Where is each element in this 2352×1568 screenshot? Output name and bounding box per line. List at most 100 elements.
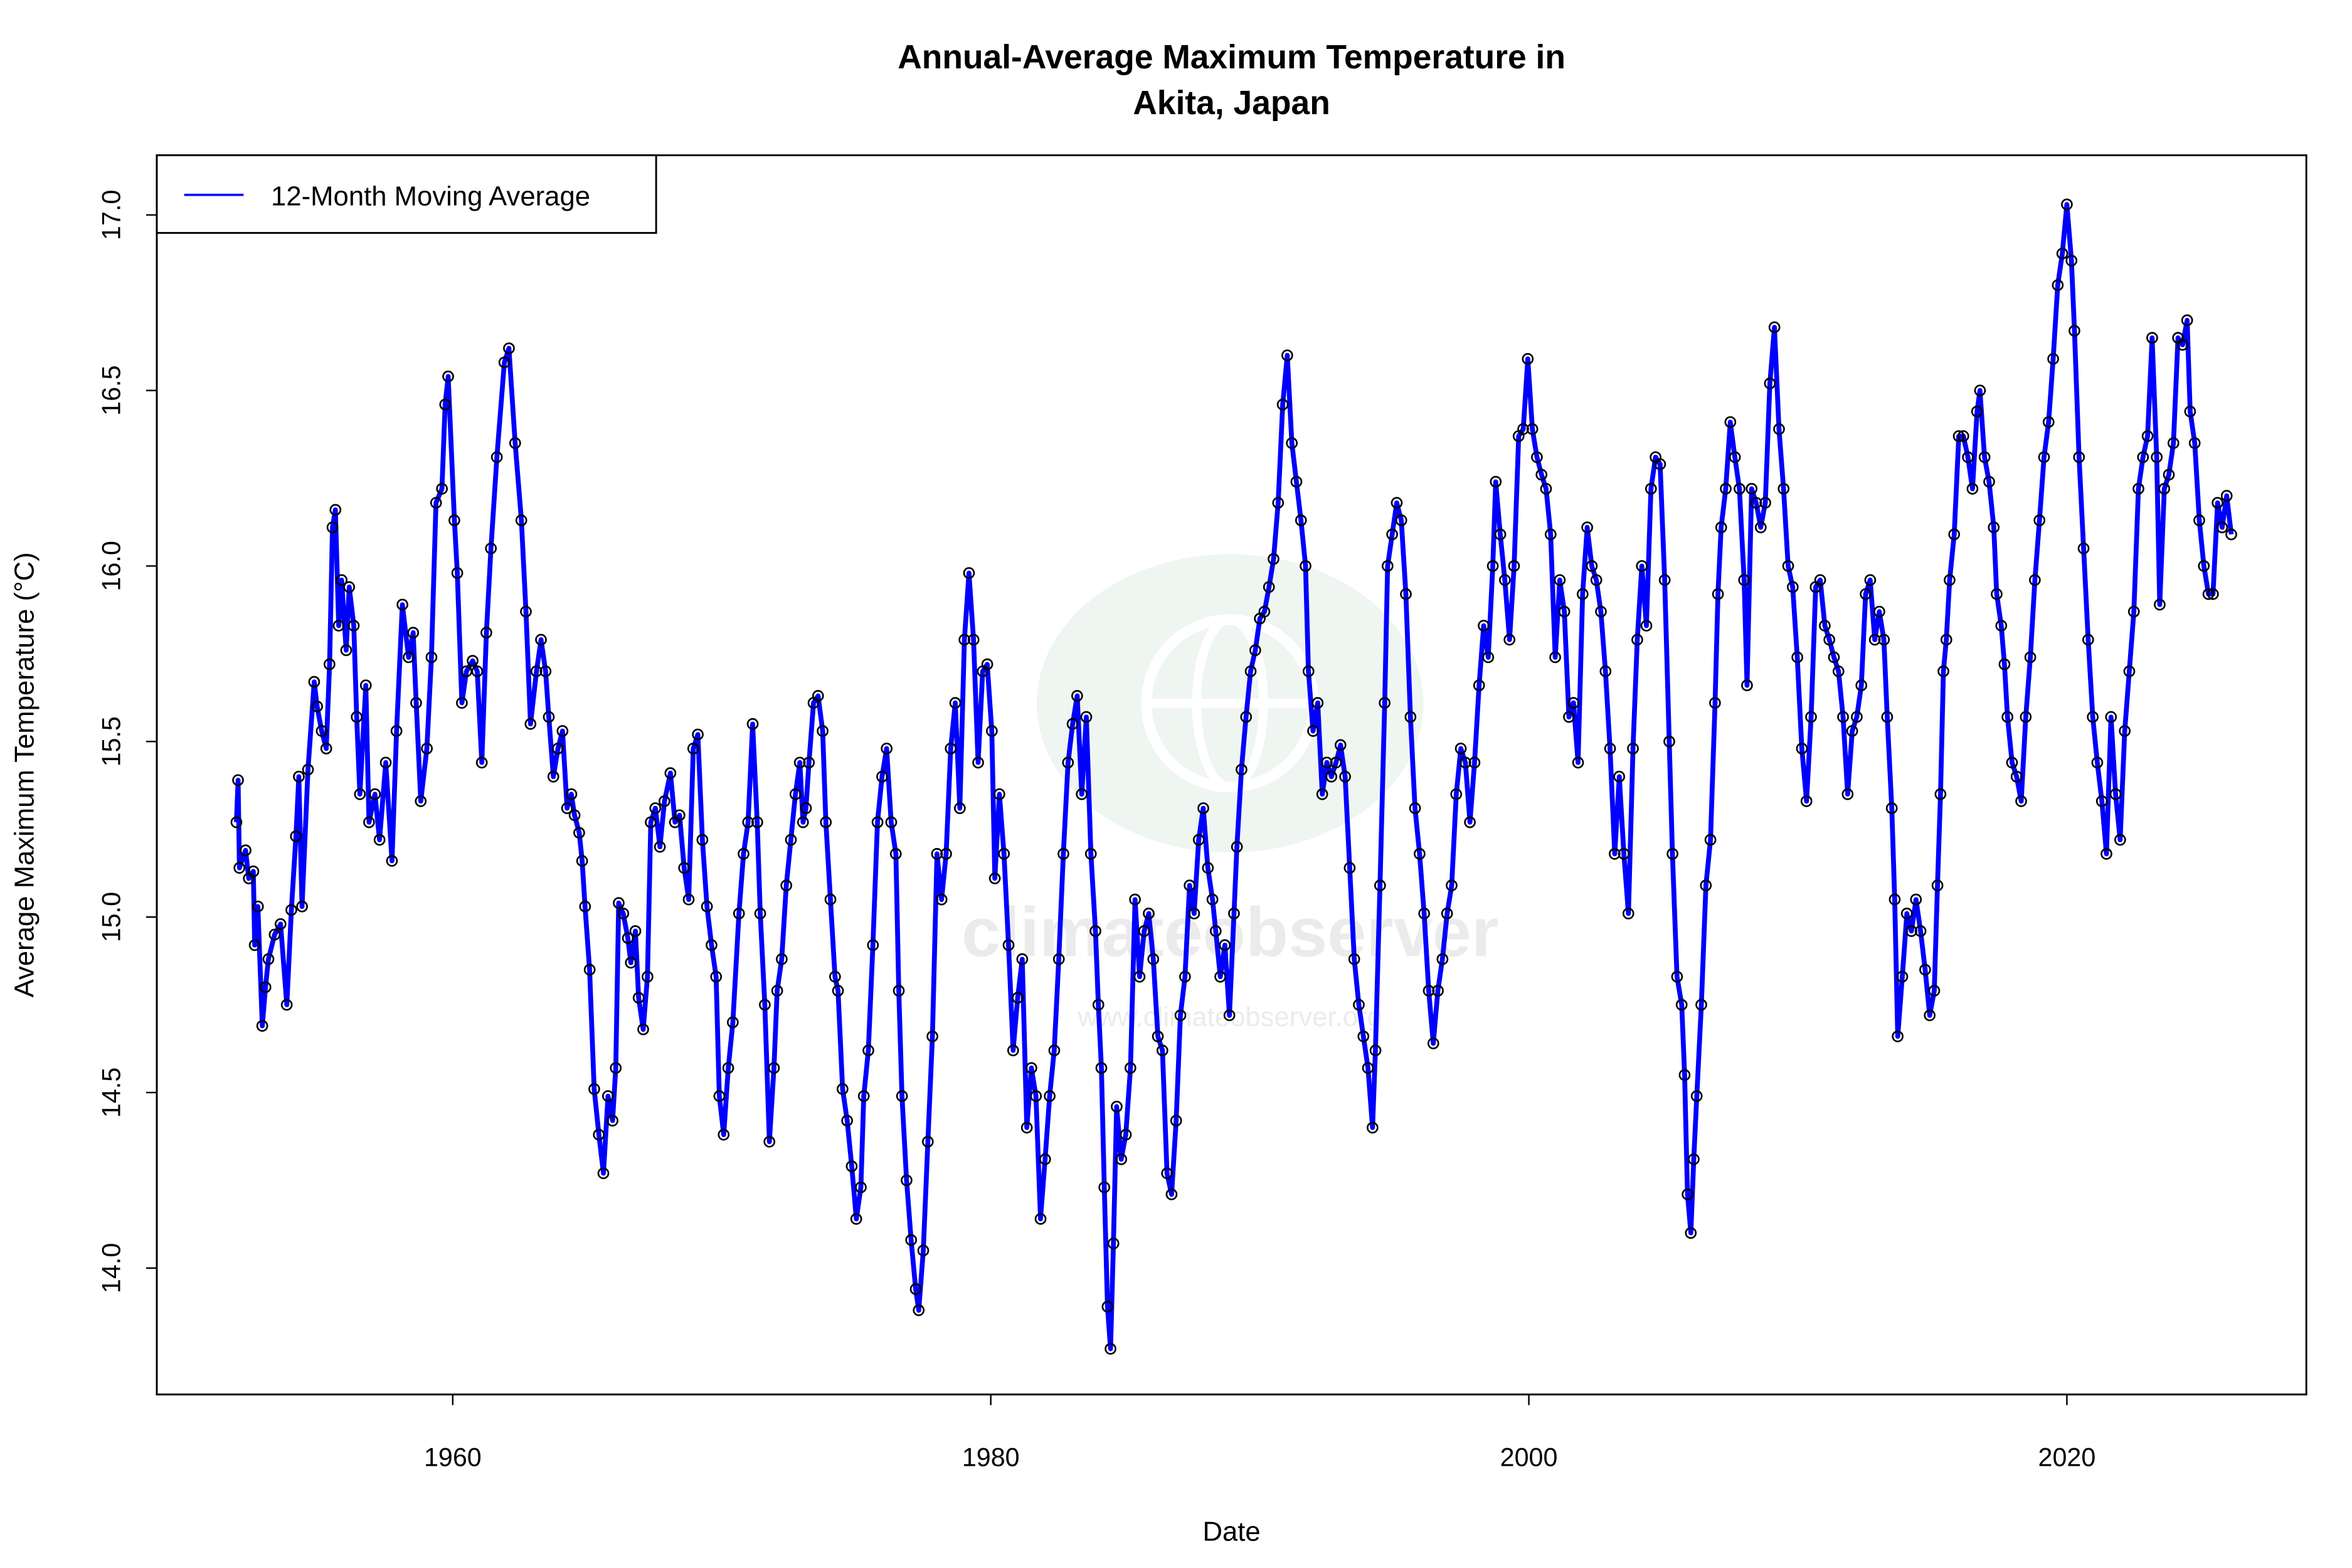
data-point [448,514,460,527]
data-point [354,788,366,800]
data-point [2202,588,2215,600]
data-point [2105,711,2117,723]
data-point [1851,711,1863,723]
data-point [2114,834,2126,846]
data-point [713,1090,726,1102]
data-point [1236,763,1248,776]
data-point [1228,908,1240,919]
data-point [256,1020,268,1032]
data-point [1952,430,1965,442]
data-point [552,743,564,755]
data-point [1695,999,1707,1011]
data-point [2001,711,2013,723]
data-point [2056,247,2069,260]
data-point [1098,1181,1111,1194]
data-point [1400,588,1412,600]
data-point [390,725,403,737]
data-point [1057,848,1069,860]
data-point [1974,384,1986,396]
data-point [1184,879,1196,892]
data-point [2010,770,2023,783]
data-point [1900,908,1913,919]
data-point [824,893,837,906]
data-point [2127,605,2140,618]
data-point [1147,953,1160,965]
data-point [2181,314,2193,326]
data-point [1369,1044,1382,1057]
data-point [855,1181,867,1194]
y-tick-label: 14.5 [97,1067,126,1118]
data-point [1432,985,1444,997]
data-point [1998,658,2011,670]
data-point [248,939,261,951]
data-point [1928,985,1941,997]
data-point [607,1115,618,1127]
data-point [1734,482,1745,495]
data-point [274,918,287,930]
data-point [993,788,1005,800]
data-point [515,514,527,527]
data-point [1418,908,1431,919]
data-point [1219,939,1231,951]
data-point [986,725,998,737]
data-point [696,834,709,846]
data-point [797,816,809,829]
data-point [363,816,375,829]
data-point [1535,469,1548,481]
x-tick-label: 2020 [2038,1443,2096,1471]
data-point [1745,482,1758,495]
data-point [1165,1188,1178,1200]
data-point [1503,633,1516,646]
data-point [2073,451,2085,464]
data-point [1499,574,1511,586]
data-point [1272,497,1285,509]
data-point [1682,1188,1693,1200]
data-point [1881,711,1894,723]
data-point [268,928,281,941]
data-point [285,904,297,916]
data-point [2193,514,2205,527]
data-point [293,770,305,783]
data-point [1622,908,1634,919]
data-point [785,834,797,846]
data-point [1846,725,1858,737]
data-point [867,939,879,951]
data-point [1367,1121,1379,1134]
data-point [1823,633,1836,646]
data-point [1307,725,1319,737]
series-group [230,198,2237,1355]
data-point [547,770,559,783]
data-point [1084,848,1097,860]
data-point [913,1304,925,1316]
data-point [1441,908,1453,919]
data-point [642,970,654,983]
data-point [451,567,464,579]
data-point [485,543,497,554]
data-point [742,816,755,829]
data-point [1590,574,1602,586]
data-point [625,956,637,969]
data-point [1062,756,1074,769]
data-point [1034,1213,1047,1225]
data-point [896,1090,908,1102]
data-point [311,700,323,712]
data-point [2033,514,2046,527]
y-axis-label: Average Maximum Temperature (°C) [9,552,40,997]
data-point [751,816,763,829]
data-point [893,985,905,997]
data-point [940,848,952,860]
data-point [1609,848,1621,860]
data-point [259,981,272,993]
data-point [1988,521,2000,534]
data-point [1690,1090,1703,1102]
data-point [2082,633,2094,646]
data-point [1937,665,1949,677]
data-point [1048,1044,1061,1057]
data-point [1002,939,1015,951]
data-point [1631,633,1643,646]
data-point [1864,574,1877,586]
data-point [1071,690,1083,702]
data-point [1404,711,1417,723]
globe-outline-icon [1141,614,1320,793]
data-point [2020,711,2032,723]
